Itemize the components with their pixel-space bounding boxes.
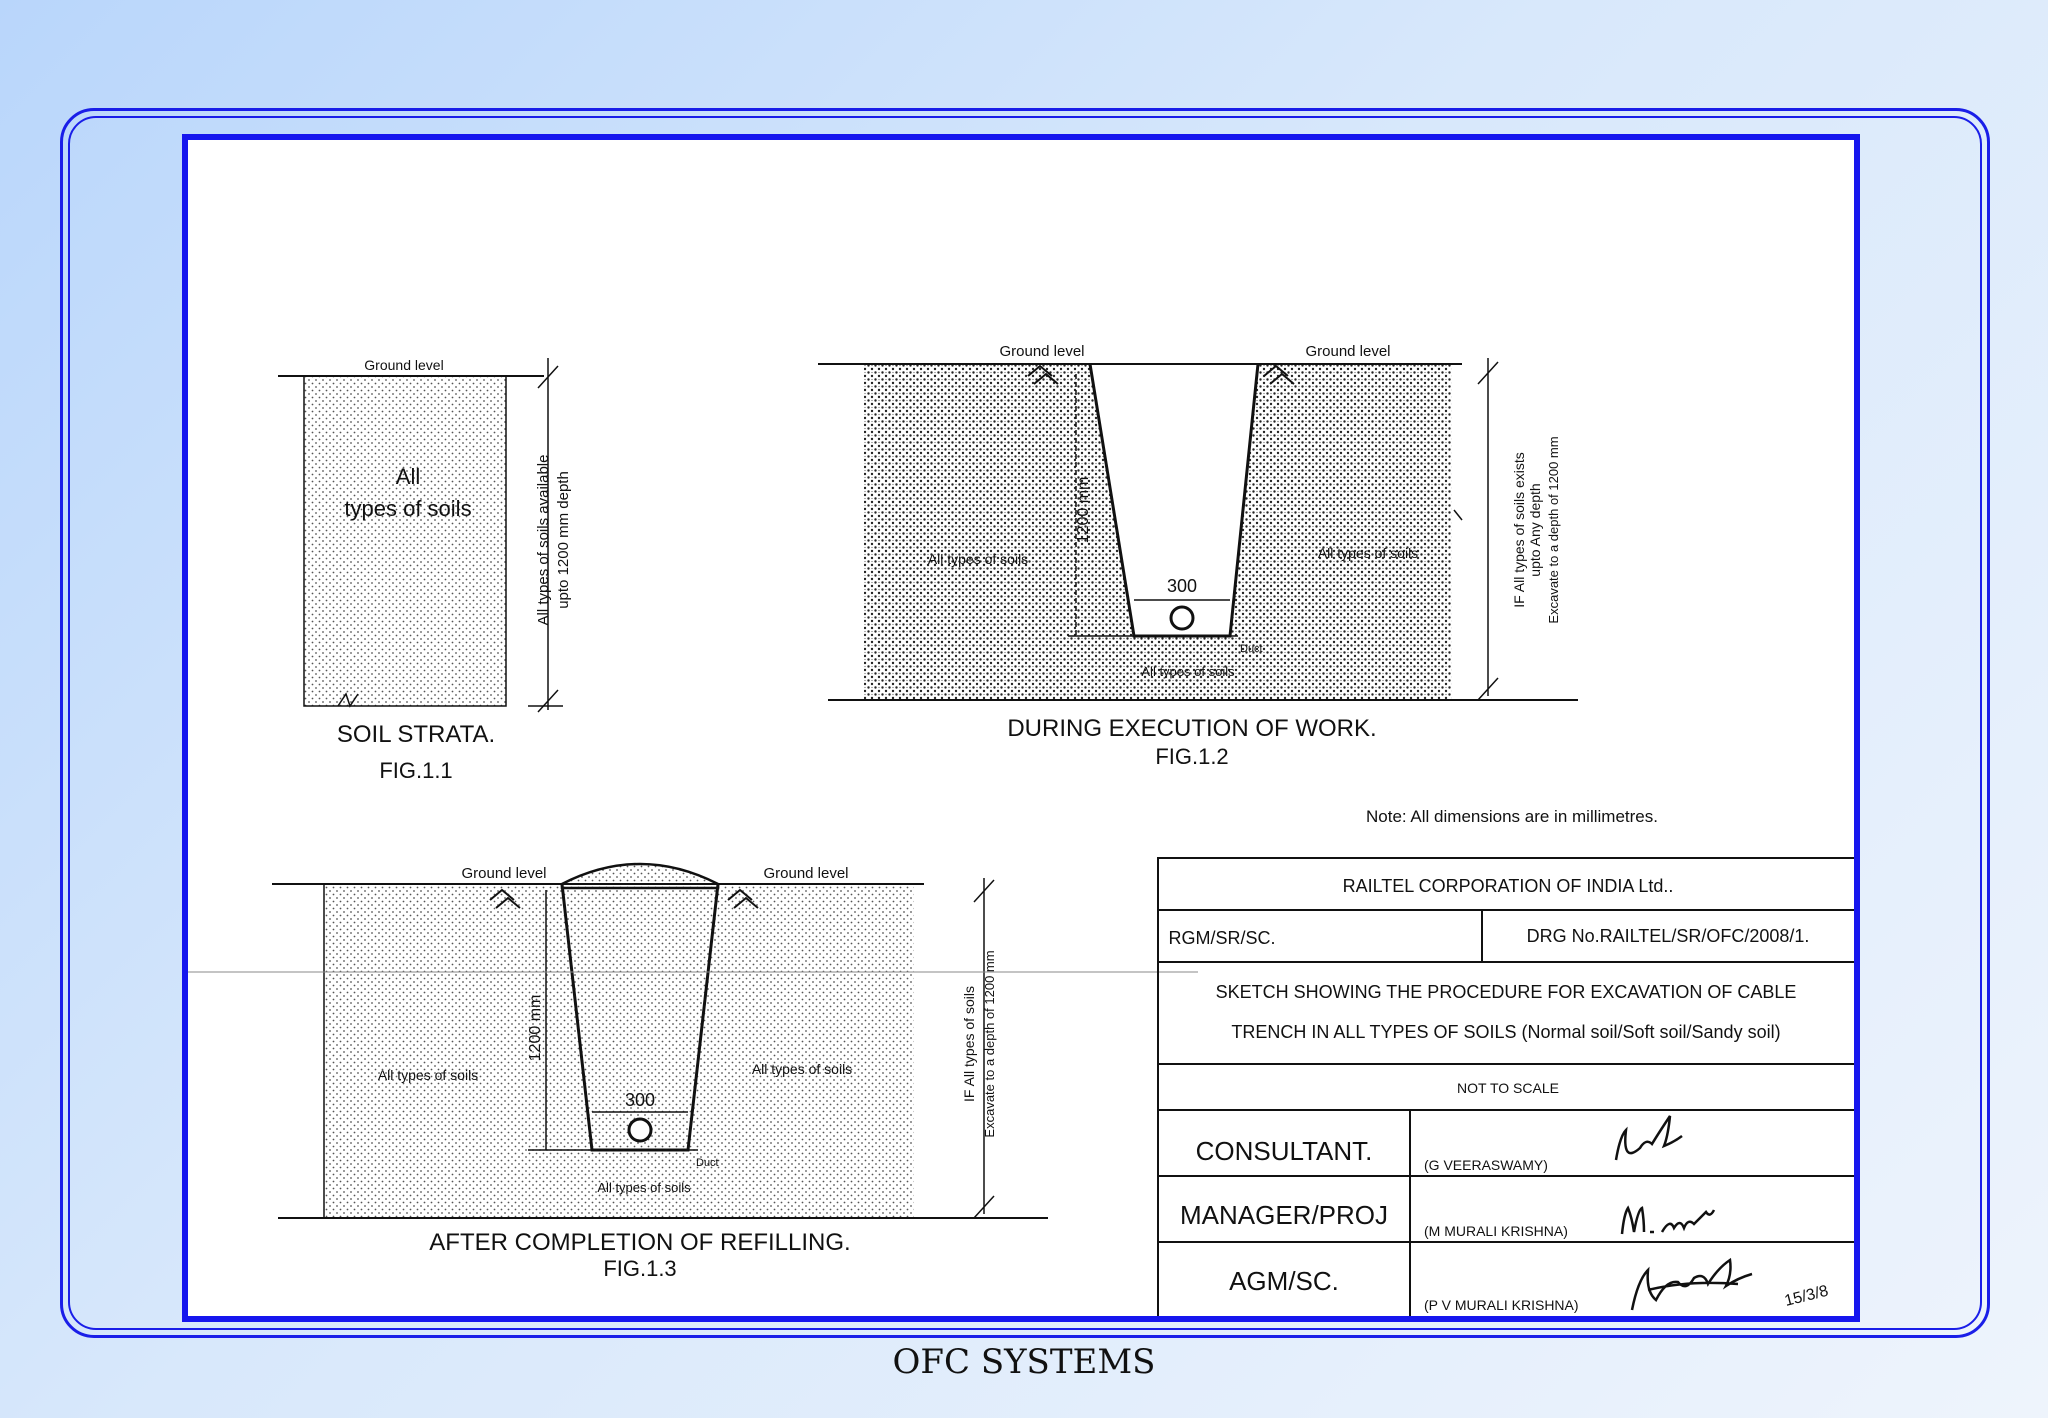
fig2-duct [1169, 605, 1195, 631]
signature-date: 15/3/8 [1783, 1283, 1830, 1310]
fig3-left-soil-label: All types of soils [378, 1067, 478, 1083]
fig3-ground-label-right: Ground level [763, 865, 848, 882]
fig1-side-label-1: All types of soils available [535, 455, 552, 626]
fig1-ground-label: Ground level [364, 357, 443, 373]
fig3-number: FIG.1.3 [603, 1256, 676, 1281]
role-agm: AGM/SC. [1229, 1266, 1339, 1296]
fig3-side-label-1: IF All types of soils [961, 986, 977, 1102]
name-agm: (P V MURALI KRISHNA) [1424, 1297, 1579, 1313]
signature-manager [1620, 1205, 1716, 1235]
title-block [1157, 857, 1854, 1316]
name-consultant: (G VEERASWAMY) [1424, 1157, 1548, 1173]
fig1-number: FIG.1.1 [379, 758, 452, 783]
scale-note: NOT TO SCALE [1457, 1080, 1559, 1096]
fig3-caption: AFTER COMPLETION OF REFILLING. [429, 1229, 850, 1256]
fig1-fill-label-2: types of soils [344, 496, 471, 521]
fig3-bottom-soil-label: All types of soils [597, 1180, 691, 1195]
fig1-soil-block [303, 375, 507, 707]
fig2-number: FIG.1.2 [1155, 744, 1228, 769]
fig2-width-label: 300 [1167, 576, 1197, 596]
fig3-depth-label: 1200 mm [527, 995, 544, 1062]
fig3-width-label: 300 [625, 1090, 655, 1110]
fig2-caption: DURING EXECUTION OF WORK. [1007, 715, 1376, 742]
fig2-right-soil-label: All types of soils [1318, 545, 1418, 561]
fig2-bottom-soil-label: All types of soils [1141, 664, 1235, 679]
fig1-diagram [278, 358, 563, 713]
name-manager: (M MURALI KRISHNA) [1424, 1223, 1568, 1239]
drawing-sheet: Ground level All types of soils All type… [182, 134, 1860, 1322]
fig2-ground-label-left: Ground level [999, 343, 1084, 360]
org-name: RAILTEL CORPORATION OF INDIA Ltd.. [1343, 876, 1674, 896]
fig2-soil-mass [864, 364, 1452, 700]
fig2-duct-label: Duct [1240, 643, 1263, 655]
drawing-svg: Ground level All types of soils All type… [188, 343, 1854, 1316]
fig2-side-label-2: upto Any depth [1527, 483, 1543, 576]
fig3-duct-label: Duct [696, 1157, 719, 1169]
drg-number: DRG No.RAILTEL/SR/OFC/2008/1. [1527, 926, 1810, 946]
fig2-depth-label: 1200 mm [1075, 477, 1092, 544]
inner-frame [68, 116, 1982, 1330]
fig1-caption: SOIL STRATA. [337, 721, 495, 748]
signature-consultant [1614, 1115, 1683, 1161]
ref-left: RGM/SR/SC. [1168, 928, 1275, 948]
fig3-right-soil-label: All types of soils [752, 1061, 852, 1077]
fig2-side-label-1: IF All types of soils exists [1511, 452, 1527, 608]
sketch-title-1: SKETCH SHOWING THE PROCEDURE FOR EXCAVAT… [1216, 982, 1797, 1002]
fig1-fill-label-1: All [396, 464, 420, 489]
sketch-title-2: TRENCH IN ALL TYPES OF SOILS (Normal soi… [1231, 1022, 1780, 1042]
signature-agm [1630, 1257, 1753, 1311]
role-manager: MANAGER/PROJ [1180, 1200, 1388, 1230]
role-consultant: CONSULTANT. [1196, 1136, 1373, 1166]
fig2-left-soil-label: All types of soils [928, 551, 1028, 567]
fig2-diagram [818, 358, 1578, 701]
fig1-side-label-2: upto 1200 mm depth [555, 471, 572, 609]
fig2-side-label-3: Excavate to a depth of 1200 mm [1546, 436, 1561, 623]
dimensions-note: Note: All dimensions are in millimetres. [1366, 807, 1658, 826]
fig3-ground-label-left: Ground level [461, 865, 546, 882]
footer-title: OFC SYSTEMS [892, 1342, 1156, 1382]
fig2-ground-label-right: Ground level [1305, 343, 1390, 360]
fig3-side-label-2: Excavate to a depth of 1200 mm [982, 950, 997, 1137]
fig3-duct [627, 1117, 653, 1143]
fig3-soil-mass [324, 884, 914, 1218]
fig3-diagram [188, 862, 1198, 1219]
fig1-break-symbol [337, 692, 359, 708]
outer-frame [60, 108, 1990, 1338]
